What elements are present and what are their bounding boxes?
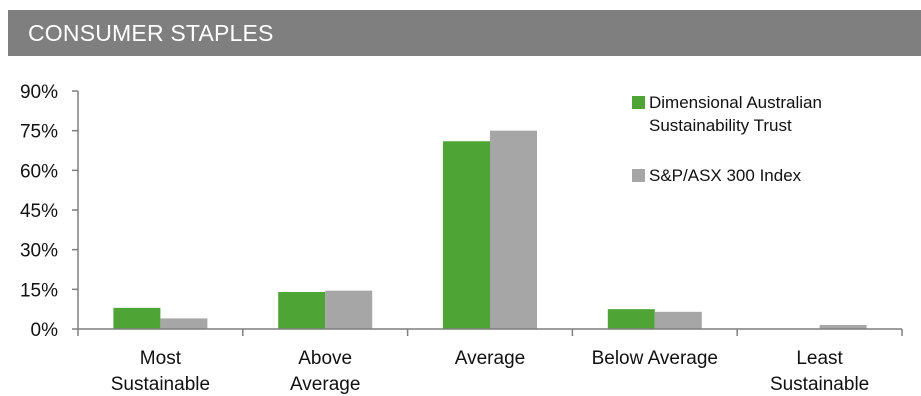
x-category-label: Average	[455, 348, 525, 369]
y-tick-label: 30%	[20, 241, 58, 262]
bar	[819, 325, 867, 329]
x-category-label-line: Sustainable	[111, 374, 210, 395]
x-category-label-line: Sustainable	[770, 374, 869, 395]
x-category-label-line: Average	[290, 374, 360, 395]
x-category-label-line: Most	[140, 348, 182, 369]
y-tick-label: 15%	[20, 280, 58, 301]
x-category-label: Least Sustainable	[770, 348, 869, 395]
bar	[160, 318, 208, 329]
legend-label-line: Dimensional Australian	[649, 93, 822, 112]
y-tick-label: 60%	[20, 161, 58, 182]
x-category-label: Above Average	[290, 348, 360, 395]
y-tick-label: 90%	[20, 82, 58, 103]
bar	[607, 309, 655, 329]
legend-swatch	[632, 169, 645, 182]
x-category-label-line: Below Average	[592, 348, 718, 369]
bar	[278, 291, 326, 329]
y-tick-label: 0%	[31, 320, 59, 341]
legend-swatch	[632, 96, 645, 109]
bars	[113, 130, 867, 329]
x-axis-labels: Most Sustainable Above Average Average Below …	[111, 348, 869, 395]
x-category-label: Most Sustainable	[111, 348, 210, 395]
legend-label: Dimensional Australian Sustainability Tru…	[649, 93, 822, 135]
legend: Dimensional Australian Sustainability Tru…	[632, 93, 822, 185]
bar	[113, 307, 161, 329]
x-category-label: Below Average	[592, 348, 718, 369]
bar	[443, 141, 490, 329]
bar	[490, 130, 537, 329]
x-category-label-line: Above	[298, 348, 352, 369]
bar	[325, 290, 373, 329]
legend-label-line: S&P/ASX 300 Index	[649, 166, 802, 185]
chart-title-banner: CONSUMER STAPLES	[8, 10, 921, 56]
x-category-label-line: Average	[455, 348, 525, 369]
bar	[654, 311, 702, 329]
y-tick-label: 45%	[20, 201, 58, 222]
chart-title: CONSUMER STAPLES	[28, 20, 274, 46]
axes	[72, 90, 903, 336]
y-tick-label: 75%	[20, 122, 58, 143]
x-category-label-line: Least	[796, 348, 843, 369]
y-axis-ticks: 0% 15% 30% 45% 60% 75% 90%	[20, 82, 58, 341]
legend-label-line: Sustainability Trust	[649, 116, 792, 135]
legend-label: S&P/ASX 300 Index	[649, 166, 802, 185]
